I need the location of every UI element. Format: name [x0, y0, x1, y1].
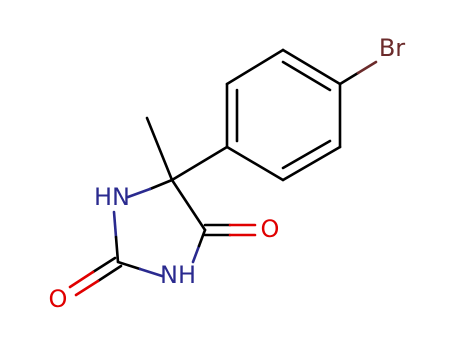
bond-inner	[281, 60, 332, 92]
bond	[281, 48, 342, 86]
atom-label: NH	[160, 261, 196, 289]
bond	[170, 145, 229, 182]
bond	[114, 235, 120, 264]
bond	[191, 244, 201, 264]
atom-label: Br	[379, 34, 405, 62]
bonds	[68, 48, 378, 297]
atom-label: O	[261, 215, 280, 243]
bond	[148, 178, 174, 191]
bond	[356, 60, 378, 75]
bond	[126, 187, 152, 199]
bond	[170, 178, 207, 232]
bond	[116, 260, 142, 271]
bond	[91, 256, 117, 274]
bond	[145, 116, 174, 182]
bond	[338, 71, 360, 86]
bond	[74, 279, 100, 297]
atom-label: O	[49, 285, 68, 313]
bond	[281, 145, 342, 182]
bond	[96, 264, 123, 283]
bond-inner	[281, 139, 332, 170]
bond	[225, 145, 285, 182]
atom-label: HN	[94, 183, 130, 211]
bond	[138, 267, 164, 278]
bond	[225, 48, 285, 86]
bond	[68, 270, 95, 289]
bond	[197, 228, 207, 248]
bond	[112, 210, 118, 239]
